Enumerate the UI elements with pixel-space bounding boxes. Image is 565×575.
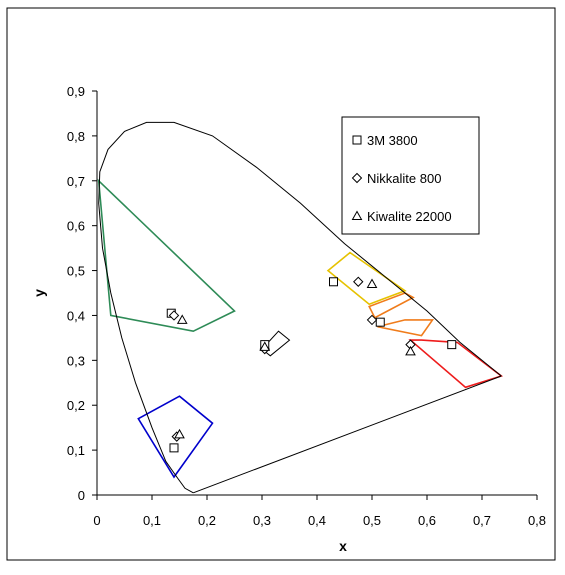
data-point-diamond [168,310,180,321]
y-axis-label: y [31,289,47,297]
x-tick-label: 0,8 [528,513,546,528]
x-tick-label: 0,4 [308,513,326,528]
y-tick-label: 0 [78,488,85,503]
data-point-square [375,317,385,327]
spectral-locus-line [98,121,502,494]
y-tick-label: 0,8 [67,129,85,144]
purple-line [193,375,502,494]
x-tick-label: 0,7 [473,513,491,528]
spectral-locus [98,121,502,494]
x-tick-label: 0,6 [418,513,436,528]
data-point-triangle [176,314,188,324]
data-point-triangle [366,278,378,289]
x-tick-label: 0 [93,513,100,528]
y-tick-label: 0,6 [67,219,85,234]
color-region [368,292,415,319]
data-point-triangle [259,341,271,351]
legend-label: Kiwalite 22000 [367,209,452,224]
data-point-square [447,340,457,350]
legend-box [341,116,480,235]
y-tick-label: 0,2 [67,398,85,413]
y-tick-label: 0,4 [67,308,85,323]
legend-marker-triangle [351,210,363,220]
color-region [137,395,214,479]
y-tick-label: 0,7 [67,174,85,189]
data-point-diamond [366,314,378,326]
x-tick-label: 0,1 [143,513,161,528]
white-region [261,330,291,357]
y-tick-label: 0,3 [67,353,85,368]
data-point-square [169,443,179,453]
axes: 0 0,1 0,2 0,3 0,4 0,5 0,6 0,7 0,8 0 0,1 0,2 0,3 0,4 0,… [67,84,546,528]
y-tick-label: 0,5 [67,264,85,279]
x-tick-label: 0,2 [198,513,216,528]
data-point-triangle [405,345,416,356]
y-tick-label: 0,9 [67,84,85,99]
legend-marker-diamond [351,172,363,184]
data-point-diamond [353,276,364,287]
legend-label: Nikkalite 800 [367,171,441,186]
x-tick-label: 0,5 [363,513,381,528]
data-points [166,276,457,453]
x-tick-label: 0,3 [253,513,271,528]
legend-marker-square [352,135,362,145]
color-region [326,251,407,306]
data-point-square [329,277,338,287]
legend: 3M 3800 Nikkalite 800 Kiwalite 22000 [341,116,480,235]
color-region [408,339,504,389]
chart-area-border [6,7,556,561]
data-point-triangle [174,428,185,439]
color-region [377,319,435,337]
y-tick-label: 0,1 [67,443,85,458]
x-axis-label: x [339,538,347,554]
legend-label: 3M 3800 [367,133,418,148]
